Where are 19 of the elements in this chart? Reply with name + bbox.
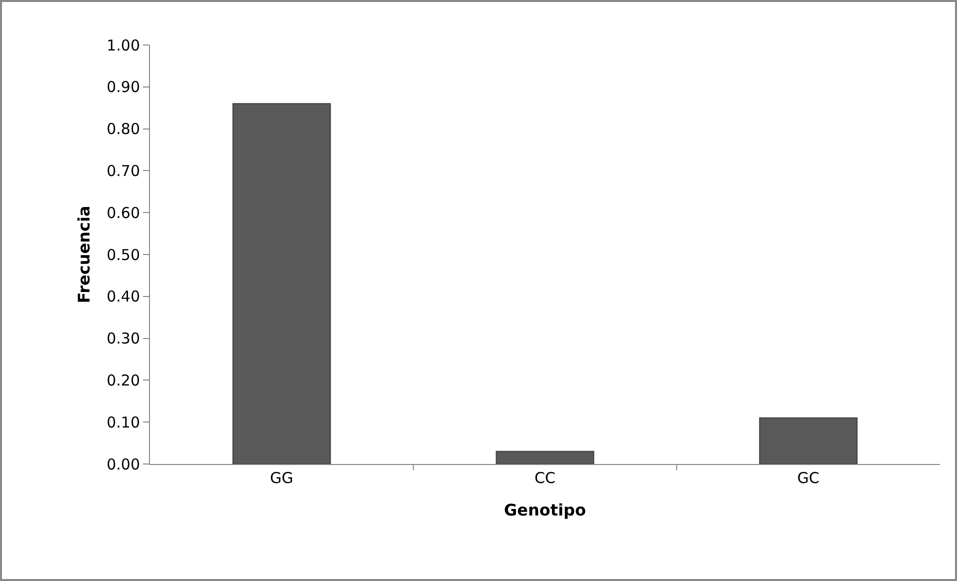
y-tick-label: 0.40 (106, 288, 140, 306)
x-tick-label: CC (534, 469, 556, 487)
bar (232, 103, 331, 464)
y-tick-label: 0.10 (106, 413, 140, 432)
x-axis-title: Genotipo (504, 500, 586, 520)
bar (496, 450, 594, 464)
y-tick-label: 0.70 (106, 162, 140, 180)
y-tick-label: 0.80 (106, 120, 140, 138)
y-tick-label: 1.00 (106, 36, 140, 54)
y-tick-label: 0.00 (106, 455, 140, 474)
y-tick-label: 0.90 (106, 78, 140, 96)
y-axis-title: Frecuencia (74, 206, 94, 304)
x-tick-label: GC (797, 469, 820, 487)
bar (759, 417, 858, 464)
x-tick-label: GG (270, 469, 294, 487)
y-tick-label: 0.50 (106, 246, 140, 264)
y-tick-label: 0.20 (106, 371, 140, 390)
y-tick-label: 0.30 (106, 330, 140, 348)
y-tick-label: 0.60 (106, 204, 140, 222)
